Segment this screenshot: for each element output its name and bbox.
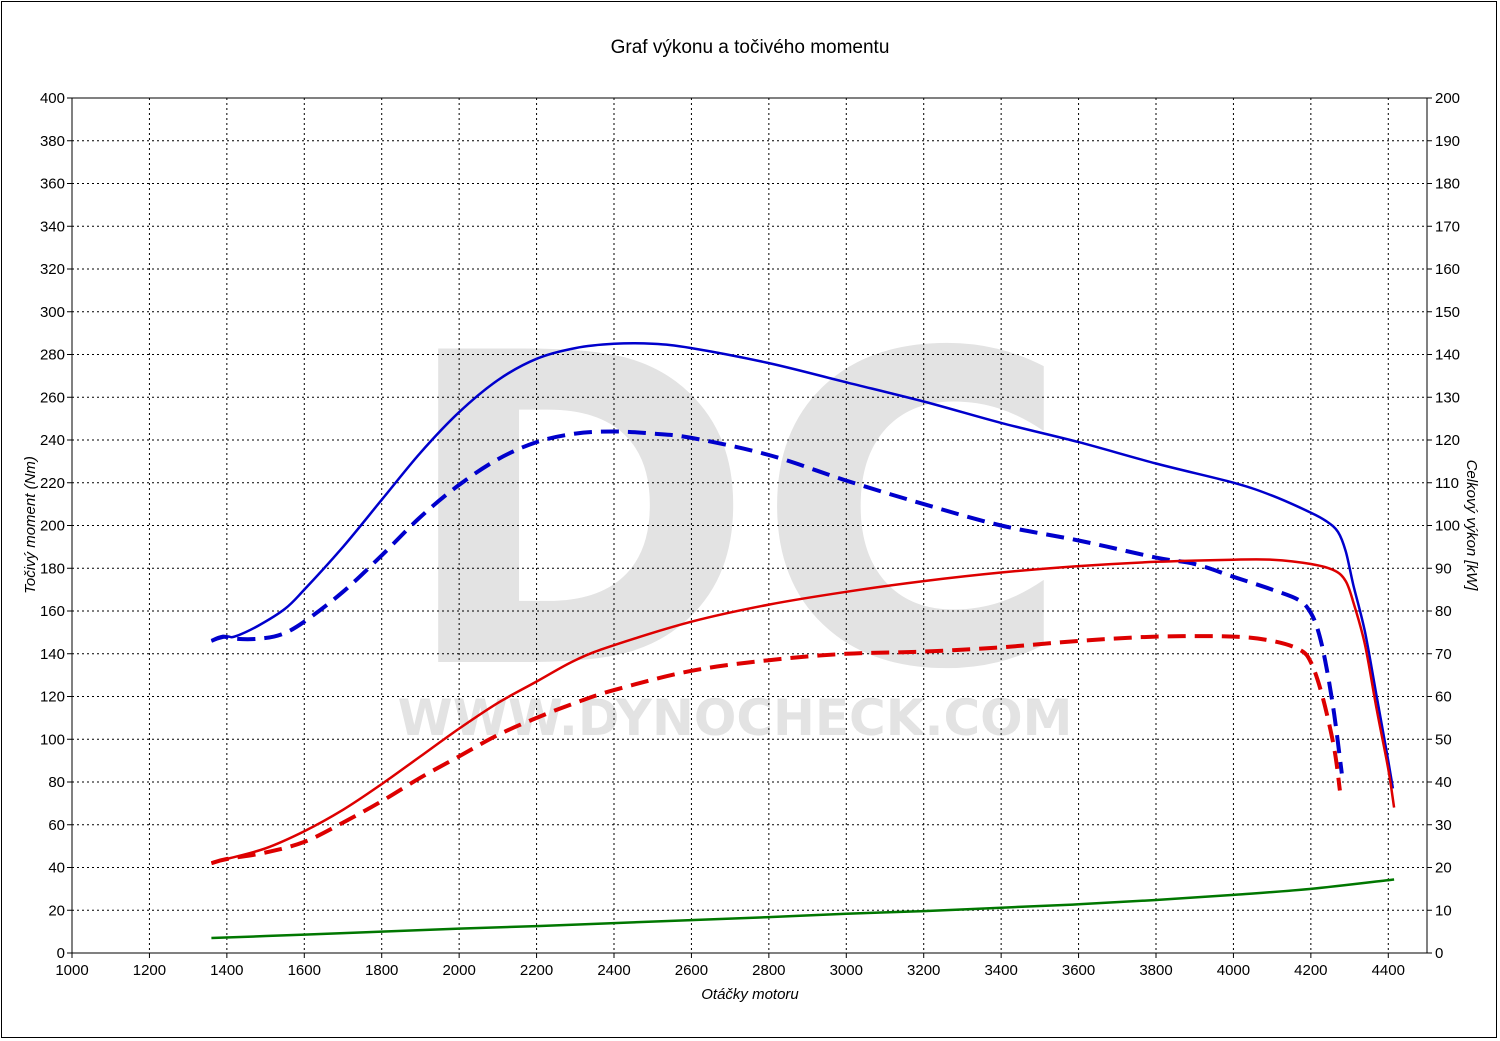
y2-tick-label: 80 bbox=[1435, 603, 1452, 620]
series-line-0 bbox=[211, 342, 1395, 789]
series-line-3 bbox=[210, 634, 1342, 866]
y2-tick-label: 190 bbox=[1435, 133, 1460, 150]
y-tick-label: 0 bbox=[57, 945, 65, 962]
x-tick-label: 2200 bbox=[520, 962, 553, 979]
y-tick-label: 100 bbox=[40, 731, 65, 748]
series-line-1 bbox=[210, 429, 1344, 774]
y-tick-label: 180 bbox=[40, 560, 65, 577]
y2-tick-label: 10 bbox=[1435, 902, 1452, 919]
x-tick-label: 2800 bbox=[752, 962, 785, 979]
x-axis-title: Otáčky motoru bbox=[701, 986, 799, 1003]
y2-tick-label: 160 bbox=[1435, 261, 1460, 278]
y2-tick-label: 170 bbox=[1435, 218, 1460, 235]
y2-tick-label: 40 bbox=[1435, 774, 1452, 791]
y-tick-label: 340 bbox=[40, 218, 65, 235]
y-tick-label: 40 bbox=[48, 860, 65, 877]
x-tick-label: 4400 bbox=[1372, 962, 1405, 979]
y-tick-label: 260 bbox=[40, 389, 65, 406]
y-tick-label: 300 bbox=[40, 304, 65, 321]
y-tick-label: 400 bbox=[40, 90, 65, 107]
x-tick-label: 1200 bbox=[133, 962, 166, 979]
y2-tick-label: 100 bbox=[1435, 518, 1460, 535]
series-line-4 bbox=[211, 878, 1395, 940]
y2-tick-label: 0 bbox=[1435, 945, 1443, 962]
y-tick-label: 200 bbox=[40, 518, 65, 535]
y-tick-label: 220 bbox=[40, 475, 65, 492]
y2-tick-label: 30 bbox=[1435, 817, 1452, 834]
y-tick-label: 80 bbox=[48, 774, 65, 791]
y2-tick-label: 130 bbox=[1435, 389, 1460, 406]
y-tick-label: 160 bbox=[40, 603, 65, 620]
y-axis-title: Točivý moment (Nm) bbox=[22, 456, 39, 594]
y2-tick-label: 110 bbox=[1435, 475, 1459, 492]
x-tick-label: 4200 bbox=[1294, 962, 1327, 979]
x-tick-label: 3600 bbox=[1062, 962, 1095, 979]
y2-tick-label: 60 bbox=[1435, 689, 1452, 706]
y-tick-label: 320 bbox=[40, 261, 65, 278]
x-tick-label: 1000 bbox=[55, 962, 88, 979]
y2-tick-label: 90 bbox=[1435, 560, 1452, 577]
y-tick-label: 120 bbox=[40, 689, 65, 706]
x-tick-label: 4000 bbox=[1217, 962, 1250, 979]
x-tick-label: 2600 bbox=[675, 962, 708, 979]
x-tick-label: 3800 bbox=[1139, 962, 1172, 979]
x-tick-label: 1400 bbox=[210, 962, 243, 979]
watermark-site: WWW.DYNOCHECK.COM bbox=[398, 689, 1073, 747]
y2-tick-label: 180 bbox=[1435, 176, 1460, 193]
y-tick-label: 380 bbox=[40, 133, 65, 150]
y-tick-label: 20 bbox=[48, 902, 65, 919]
grid-lines bbox=[72, 98, 1427, 953]
watermark-logo: DC bbox=[399, 264, 1072, 764]
y-tick-label: 240 bbox=[40, 432, 65, 449]
y2-tick-label: 140 bbox=[1435, 347, 1460, 364]
series-group bbox=[210, 342, 1396, 940]
watermark: DC WWW.DYNOCHECK.COM bbox=[398, 264, 1073, 764]
y2-tick-label: 20 bbox=[1435, 860, 1452, 877]
x-tick-label: 1600 bbox=[288, 962, 321, 979]
x-tick-label: 1800 bbox=[365, 962, 398, 979]
x-tick-label: 3000 bbox=[830, 962, 863, 979]
axis-ticks: 1000 1200 1400 1600 1800 2000 2200 2400 2600 2800… bbox=[40, 90, 1460, 979]
chart-title: Graf výkonu a točivého momentu bbox=[611, 37, 890, 58]
y-tick-label: 60 bbox=[48, 817, 65, 834]
x-tick-label: 3200 bbox=[907, 962, 940, 979]
y2-axis-title: Celkový výkon [kW] bbox=[1463, 460, 1480, 592]
y-tick-label: 140 bbox=[40, 646, 65, 663]
x-tick-label: 2400 bbox=[597, 962, 630, 979]
y2-tick-label: 120 bbox=[1435, 432, 1460, 449]
y2-tick-label: 50 bbox=[1435, 731, 1452, 748]
series-line-2 bbox=[211, 558, 1396, 865]
x-tick-label: 2000 bbox=[442, 962, 475, 979]
y-tick-label: 360 bbox=[40, 176, 65, 193]
y2-tick-label: 70 bbox=[1435, 646, 1452, 663]
y-tick-label: 280 bbox=[40, 347, 65, 364]
x-tick-label: 3400 bbox=[984, 962, 1017, 979]
y2-tick-label: 200 bbox=[1435, 90, 1460, 107]
y2-tick-label: 150 bbox=[1435, 304, 1460, 321]
